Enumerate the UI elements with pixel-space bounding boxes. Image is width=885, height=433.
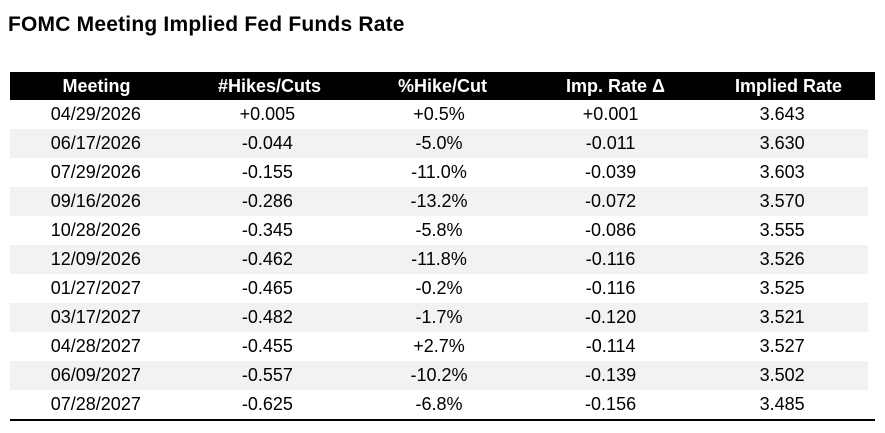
table-cell: -0.116 xyxy=(585,249,636,269)
table-cell: +2.7% xyxy=(413,336,465,356)
table-cell: -0.482 xyxy=(241,307,293,327)
table-row: 06/17/2026 -0.044 -5.0% -0.011 3.630 xyxy=(10,129,868,158)
table-cell: -0.2% xyxy=(415,278,463,298)
table-cell: 09/16/2026 xyxy=(50,191,141,211)
table-cell: -11.8% xyxy=(411,249,467,269)
table-cell: +0.001 xyxy=(582,104,639,124)
table-row: 10/28/2026 -0.345 -5.8% -0.086 3.555 xyxy=(10,216,868,245)
column-header-meeting: Meeting xyxy=(62,76,131,96)
table-row: 07/29/2026 -0.155 -11.0% -0.039 3.603 xyxy=(10,158,868,187)
table-cell: 12/09/2026 xyxy=(50,249,141,269)
table-cell: 3.525 xyxy=(759,278,805,298)
table-cell: -0.086 xyxy=(585,220,637,240)
table-cell: -0.345 xyxy=(241,220,293,240)
table-cell: -0.114 xyxy=(585,336,636,356)
table-cell: -0.120 xyxy=(585,307,637,327)
fomc-rate-table: Meeting #Hikes/Cuts %Hike/Cut Imp. Rate … xyxy=(10,72,885,421)
table-cell: -5.8% xyxy=(415,220,463,240)
table-cell: -0.625 xyxy=(241,394,293,414)
table-cell: 03/17/2027 xyxy=(50,307,141,327)
column-header-hikes-cuts: #Hikes/Cuts xyxy=(217,76,322,96)
table-cell: 06/09/2027 xyxy=(50,365,141,385)
table-row: 07/28/2027 -0.625 -6.8% -0.156 3.485 xyxy=(10,390,868,419)
table-cell: -5.0% xyxy=(415,133,463,153)
table-cell: -0.465 xyxy=(241,278,293,298)
table-cell: -6.8% xyxy=(415,394,463,414)
table-cell: 3.502 xyxy=(759,365,805,385)
table-cell: 01/27/2027 xyxy=(50,278,141,298)
table-row: 06/09/2027 -0.557 -10.2% -0.139 3.502 xyxy=(10,361,868,390)
table-cell: 3.521 xyxy=(759,307,805,327)
column-header-imp-rate-delta: Imp. Rate Δ xyxy=(566,76,665,96)
table-row: 04/28/2027 -0.455 +2.7% -0.114 3.527 xyxy=(10,332,868,361)
table-cell: -0.462 xyxy=(241,249,293,269)
table-cell: -13.2% xyxy=(410,191,468,211)
table-cell: -0.139 xyxy=(585,365,637,385)
table-cell: 06/17/2026 xyxy=(50,133,141,153)
table-row: 03/17/2027 -0.482 -1.7% -0.120 3.521 xyxy=(10,303,868,332)
table-row: 04/29/2026 +0.005 +0.5% +0.001 3.643 xyxy=(10,100,868,129)
table-cell: +0.005 xyxy=(239,104,296,124)
table-cell: 3.603 xyxy=(759,162,805,182)
column-header-pct-hike-cut: %Hike/Cut xyxy=(397,76,487,96)
table-cell: 10/28/2026 xyxy=(50,220,141,240)
column-header-implied-rate: Implied Rate xyxy=(734,76,843,96)
table-cell: -0.116 xyxy=(585,278,636,298)
table-cell: -10.2% xyxy=(410,365,468,385)
table-row: 01/27/2027 -0.465 -0.2% -0.116 3.525 xyxy=(10,274,868,303)
table-cell: -0.072 xyxy=(585,191,637,211)
table-cell: 3.485 xyxy=(759,394,805,414)
table-cell: -0.011 xyxy=(585,133,636,153)
table-cell: 3.526 xyxy=(759,249,805,269)
table-cell: 3.570 xyxy=(759,191,805,211)
table-cell: -0.156 xyxy=(585,394,637,414)
table-cell: -11.0% xyxy=(411,162,467,182)
table-cell: -1.7% xyxy=(415,307,463,327)
table-cell: 04/29/2026 xyxy=(50,104,141,124)
table-cell: -0.557 xyxy=(241,365,293,385)
table-bottom-rule xyxy=(10,419,875,421)
table-header-row: Meeting #Hikes/Cuts %Hike/Cut Imp. Rate … xyxy=(10,72,875,100)
table-cell: +0.5% xyxy=(413,104,465,124)
table-cell: -0.039 xyxy=(585,162,637,182)
table-cell: -0.286 xyxy=(241,191,293,211)
table-row: 12/09/2026 -0.462 -11.8% -0.116 3.526 xyxy=(10,245,868,274)
table-cell: 3.527 xyxy=(759,336,805,356)
table-body: 04/29/2026 +0.005 +0.5% +0.001 3.643 06/17/20… xyxy=(10,100,885,419)
table-cell: 07/29/2026 xyxy=(50,162,141,182)
table-row: 09/16/2026 -0.286 -13.2% -0.072 3.570 xyxy=(10,187,868,216)
table-cell: 04/28/2027 xyxy=(50,336,141,356)
table-cell: 3.630 xyxy=(759,133,805,153)
table-cell: 07/28/2027 xyxy=(50,394,141,414)
table-cell: -0.455 xyxy=(241,336,293,356)
table-cell: 3.555 xyxy=(759,220,805,240)
table-cell: -0.155 xyxy=(241,162,293,182)
table-cell: -0.044 xyxy=(241,133,293,153)
page-title: FOMC Meeting Implied Fed Funds Rate xyxy=(8,13,405,36)
table-cell: 3.643 xyxy=(759,104,805,124)
